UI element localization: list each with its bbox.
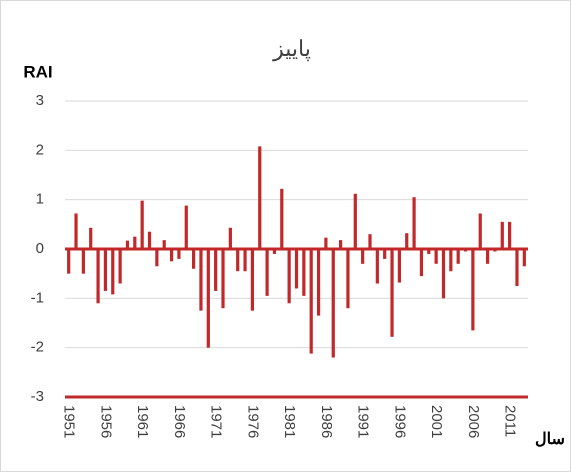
bar [155,249,159,267]
bar [265,249,269,296]
bar [478,213,482,249]
bar [368,234,372,249]
bar [485,249,490,264]
bar [162,240,166,249]
bar [500,221,504,249]
x-tick-label: 1951 [61,405,78,438]
y-tick-label: -2 [31,339,44,356]
bar [338,240,343,249]
bar [515,249,519,286]
bar [125,240,130,249]
bar [67,249,71,274]
bar [456,249,460,264]
bar [346,249,350,309]
bar [250,249,255,311]
bar [412,197,416,249]
bar [471,249,475,331]
bar [309,249,313,354]
y-tick-label: 0 [36,240,44,257]
bar [383,249,387,259]
x-tick-label: 2001 [428,405,445,438]
bar [96,249,100,304]
bar [258,146,262,249]
bar [272,249,277,254]
bar [140,200,144,249]
bar [206,249,210,348]
bar [419,249,424,277]
bar [177,249,181,259]
x-tick-label: 1966 [171,405,188,438]
bar [434,249,438,264]
x-tick-label: 1976 [244,405,261,438]
bar [81,249,85,274]
x-tick-label: 2006 [465,405,482,438]
bar [449,249,453,272]
bar [133,236,137,249]
x-tick-label: 1971 [208,405,225,438]
bar [324,237,328,249]
bar [228,227,232,249]
y-tick-label: 2 [36,141,44,158]
bar [441,249,446,299]
bar [184,205,188,249]
bar [331,249,335,358]
bar [397,249,401,283]
y-tick-label: 3 [36,92,44,109]
chart-title: پاییز [272,36,311,62]
bar [302,249,306,296]
bar [280,188,284,249]
bar [214,249,218,291]
x-tick-label: 1961 [134,405,151,438]
bar [103,249,108,291]
x-axis-label: سال [535,431,565,448]
x-tick-label: 1981 [281,405,298,438]
bar [294,249,299,289]
y-tick-label: 1 [36,191,44,208]
bar [169,249,174,262]
bar [316,249,321,316]
bar [287,249,291,304]
bar [243,249,247,272]
bar [427,249,431,254]
bar [508,221,512,249]
bar [221,249,225,309]
bar [118,249,122,284]
bar [236,249,240,272]
bar [361,249,365,264]
bar [375,249,379,284]
bar [522,249,526,267]
y-tick-label: -3 [31,388,44,405]
x-tick-label: 1991 [355,405,372,438]
x-tick-label: 1996 [391,405,408,438]
y-axis-label: RAI [23,62,52,81]
bar [74,213,78,249]
bar [353,193,357,249]
x-tick-label: 1956 [97,405,114,438]
bar [147,231,152,249]
y-tick-label: -1 [31,289,44,306]
bar [405,233,409,249]
bar [199,249,203,311]
bar [111,249,115,295]
x-tick-label: 1986 [318,405,335,438]
bar [89,227,93,249]
x-tick-label: 2011 [502,405,519,437]
bar [192,249,196,269]
bar [390,249,394,337]
